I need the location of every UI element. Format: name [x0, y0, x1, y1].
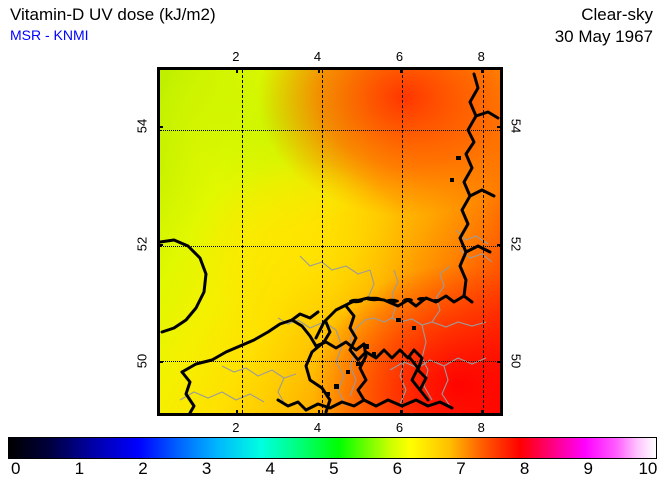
uv-dose-heatmap	[160, 70, 500, 413]
coastline-great-britain	[160, 238, 208, 334]
xaxis-label-bottom-2: 2	[232, 420, 240, 435]
colorbar-ticks: 0 1 2 3 4 5 6 7 8 9 10	[8, 459, 657, 481]
colorbar-tick-2: 2	[138, 459, 148, 478]
gridline-lat-52	[160, 245, 500, 247]
ytick-right-54	[497, 126, 503, 129]
map-plot-panel: 2 4 6 8 2 4 6 8 54 52 50 54 52 50	[135, 49, 524, 435]
colorbar: 0 1 2 3 4 5 6 7 8 9 10	[8, 437, 657, 481]
colorbar-tick-7: 7	[456, 459, 466, 478]
header-left: Vitamin-D UV dose (kJ/m2) MSR - KNMI	[10, 4, 216, 45]
yaxis-label-left-52: 52	[134, 236, 150, 251]
page-title: Vitamin-D UV dose (kJ/m2)	[10, 5, 216, 24]
yaxis-label-right-50: 50	[508, 353, 524, 369]
gridline-lon-6	[402, 70, 404, 413]
gridline-lat-54	[160, 130, 500, 132]
yaxis-label-left-54: 54	[134, 119, 150, 134]
colorbar-gradient	[8, 437, 657, 459]
colorbar-tick-1: 1	[74, 459, 85, 478]
yaxis-label-right-52: 52	[508, 236, 524, 251]
xtick-top-2	[235, 67, 238, 73]
xtick-top-4	[317, 67, 320, 73]
xaxis-label-top-2: 2	[232, 49, 240, 64]
wadden-islands	[326, 156, 461, 396]
colorbar-tick-4: 4	[265, 459, 275, 478]
xaxis-label-top-4: 4	[313, 49, 322, 64]
map-overlay-svg	[160, 72, 500, 413]
xaxis-label-bottom-4: 4	[313, 420, 322, 435]
xaxis-label-top-8: 8	[477, 49, 485, 64]
xtick-bottom-6	[399, 410, 402, 416]
colorbar-tick-3: 3	[201, 459, 212, 478]
ytick-left-52	[157, 243, 163, 246]
gridline-lat-50	[160, 361, 500, 363]
gridline-lon-8	[482, 70, 484, 413]
ytick-right-52	[497, 243, 503, 246]
xtick-bottom-8	[481, 410, 484, 416]
yaxis-label-right-54: 54	[508, 119, 524, 134]
ytick-left-54	[157, 126, 163, 129]
ytick-right-50	[497, 360, 503, 363]
country-borders	[180, 310, 454, 413]
colorbar-tick-10: 10	[638, 459, 658, 478]
header-condition: Clear-sky	[581, 5, 653, 24]
gridline-lon-4	[321, 70, 323, 413]
xtick-top-8	[481, 67, 484, 73]
header-right: Clear-sky 30 May 1967	[555, 4, 653, 48]
gridline-lon-2	[241, 70, 243, 413]
colorbar-tick-0: 0	[11, 459, 21, 478]
xaxis-label-bottom-6: 6	[395, 420, 404, 435]
xaxis-label-bottom-8: 8	[477, 420, 485, 435]
ytick-left-50	[157, 360, 163, 363]
yaxis-label-left-50: 50	[134, 353, 150, 369]
header-date: 30 May 1967	[554, 27, 653, 46]
plot-frame	[157, 67, 503, 416]
colorbar-tick-8: 8	[519, 459, 530, 478]
colorbar-tick-9: 9	[583, 459, 593, 478]
colorbar-tick-6: 6	[392, 459, 403, 478]
xtick-bottom-2	[235, 410, 238, 416]
colorbar-tick-5: 5	[329, 459, 339, 478]
header-subtitle: MSR - KNMI	[10, 27, 89, 43]
xtick-top-6	[399, 67, 402, 73]
xaxis-label-top-6: 6	[395, 49, 404, 64]
header: Vitamin-D UV dose (kJ/m2) MSR - KNMI Cle…	[0, 0, 665, 60]
xtick-bottom-4	[317, 410, 320, 416]
